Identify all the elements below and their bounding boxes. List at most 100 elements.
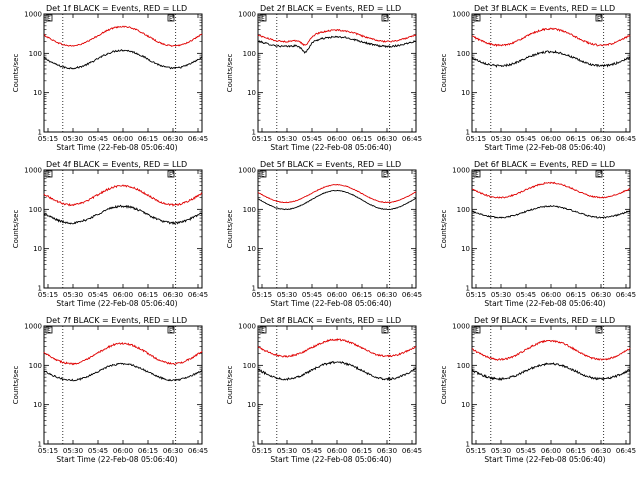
x-axis-label: Start Time (22-Feb-08 05:06:40) — [270, 143, 391, 152]
series-lld-line — [43, 25, 203, 48]
y-tick-label: 1 — [252, 129, 256, 137]
x-tick-label: 05:45 — [516, 447, 536, 455]
chart-panel-9: Det 9f BLACK = Events, RED = LLD E E 1 10 100… — [440, 316, 636, 464]
panel-frame — [43, 169, 203, 289]
y-tick-label: 100 — [457, 206, 470, 214]
legend-box-label: E — [169, 16, 173, 23]
y-tick-label: 10 — [247, 89, 256, 97]
y-tick-label: 100 — [457, 362, 470, 370]
x-tick-label: 06:45 — [616, 135, 636, 143]
series-lld-line — [471, 181, 631, 199]
series-events-line — [257, 189, 417, 211]
x-tick-label: 06:15 — [138, 135, 158, 143]
y-tick-label: 10 — [33, 245, 42, 253]
y-tick-label: 1 — [252, 285, 256, 293]
series-events-line — [471, 49, 631, 68]
legend-box-2 — [167, 170, 175, 178]
x-tick-label: 06:15 — [352, 447, 372, 455]
x-tick-label: 06:00 — [541, 447, 561, 455]
panel-title: Det 6f BLACK = Events, RED = LLD — [474, 160, 615, 169]
series-events-line — [471, 362, 631, 381]
y-tick-label: 1000 — [238, 323, 256, 331]
x-axis-label: Start Time (22-Feb-08 05:06:40) — [484, 299, 605, 308]
y-tick-label: 1000 — [452, 167, 470, 175]
series-events-line — [471, 204, 631, 219]
chart-panel-2: Det 2f BLACK = Events, RED = LLD E E 1 10 100… — [226, 4, 422, 152]
y-tick-label: 100 — [243, 206, 256, 214]
legend-box-2 — [167, 326, 175, 334]
x-tick-label: 05:30 — [63, 291, 83, 299]
x-tick-label: 06:45 — [616, 447, 636, 455]
x-tick-label: 05:15 — [252, 291, 272, 299]
legend-box-label: E — [169, 328, 173, 335]
series-lld-line — [43, 342, 203, 366]
y-tick-label: 1000 — [24, 167, 42, 175]
x-tick-label: 06:45 — [402, 447, 422, 455]
x-axis-label: Start Time (22-Feb-08 05:06:40) — [56, 299, 177, 308]
panel-frame — [43, 13, 203, 133]
panel-frame — [257, 169, 417, 289]
x-tick-label: 05:15 — [466, 291, 486, 299]
x-tick-label: 05:45 — [302, 447, 322, 455]
x-tick-label: 06:30 — [591, 291, 611, 299]
legend-box-2 — [167, 14, 175, 22]
series-lld-line — [43, 184, 203, 207]
panel-title: Det 1f BLACK = Events, RED = LLD — [46, 4, 187, 13]
x-tick-label: 06:15 — [138, 291, 158, 299]
y-tick-label: 1000 — [238, 11, 256, 19]
series-events-line — [43, 362, 203, 382]
legend-box-label: E — [261, 328, 265, 335]
y-tick-label: 1 — [38, 441, 42, 449]
y-axis-label: Counts/sec — [226, 210, 234, 249]
y-tick-label: 10 — [247, 401, 256, 409]
x-tick-label: 05:45 — [88, 291, 108, 299]
legend-box-label: E — [261, 172, 265, 179]
x-tick-label: 06:15 — [566, 291, 586, 299]
legend-box-label: E — [383, 16, 387, 23]
y-axis-label: Counts/sec — [12, 54, 20, 93]
x-tick-label: 05:45 — [302, 291, 322, 299]
x-axis-label: Start Time (22-Feb-08 05:06:40) — [56, 455, 177, 464]
y-tick-label: 1 — [466, 129, 470, 137]
panel-title: Det 8f BLACK = Events, RED = LLD — [260, 316, 401, 325]
panel-title: Det 3f BLACK = Events, RED = LLD — [474, 4, 615, 13]
y-tick-label: 10 — [461, 245, 470, 253]
x-tick-label: 06:15 — [352, 291, 372, 299]
y-tick-label: 100 — [243, 50, 256, 58]
chart-panel-3: Det 3f BLACK = Events, RED = LLD E E 1 10 100… — [440, 4, 636, 152]
x-tick-label: 05:15 — [252, 447, 272, 455]
x-tick-label: 06:00 — [327, 135, 347, 143]
legend-box-label: E — [261, 16, 265, 23]
x-axis-label: Start Time (22-Feb-08 05:06:40) — [56, 143, 177, 152]
x-tick-label: 06:45 — [402, 135, 422, 143]
x-tick-label: 06:30 — [377, 135, 397, 143]
x-tick-label: 06:45 — [402, 291, 422, 299]
series-events-line — [257, 360, 417, 382]
x-tick-label: 05:15 — [38, 291, 58, 299]
x-tick-label: 06:00 — [113, 291, 133, 299]
y-axis-label: Counts/sec — [226, 54, 234, 93]
y-axis-label: Counts/sec — [12, 210, 20, 249]
x-tick-label: 05:45 — [88, 447, 108, 455]
panel-title: Det 4f BLACK = Events, RED = LLD — [46, 160, 187, 169]
y-tick-label: 100 — [29, 50, 42, 58]
legend-box-label: E — [475, 172, 479, 179]
x-tick-label: 05:30 — [491, 447, 511, 455]
y-tick-label: 100 — [29, 206, 42, 214]
x-tick-label: 06:30 — [377, 447, 397, 455]
panel-frame — [257, 325, 417, 445]
y-tick-label: 100 — [243, 362, 256, 370]
legend-box-label: E — [597, 328, 601, 335]
y-axis-label: Counts/sec — [226, 366, 234, 405]
x-axis-label: Start Time (22-Feb-08 05:06:40) — [484, 455, 605, 464]
x-tick-label: 05:30 — [63, 135, 83, 143]
series-lld-line — [471, 27, 631, 47]
x-axis-label: Start Time (22-Feb-08 05:06:40) — [270, 299, 391, 308]
y-tick-label: 1000 — [452, 11, 470, 19]
legend-box-label: E — [475, 328, 479, 335]
y-tick-label: 100 — [29, 362, 42, 370]
y-tick-label: 10 — [33, 401, 42, 409]
y-tick-label: 1 — [466, 285, 470, 293]
x-tick-label: 06:30 — [591, 447, 611, 455]
